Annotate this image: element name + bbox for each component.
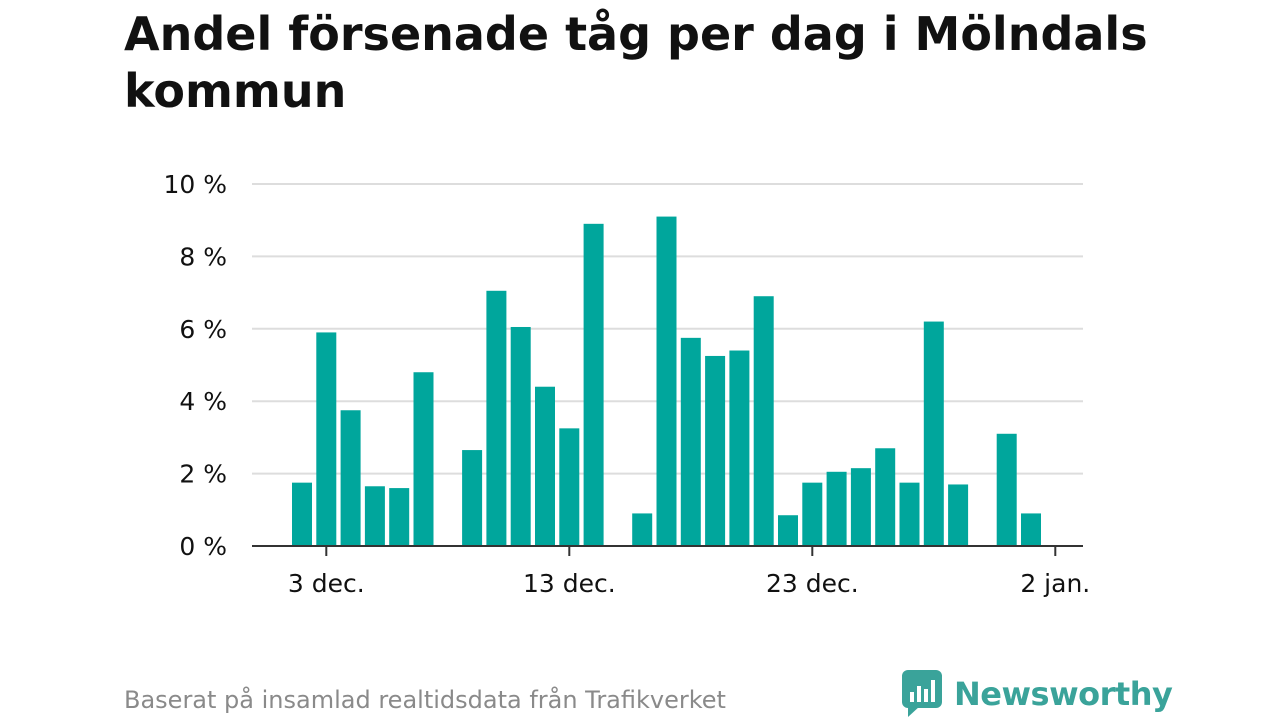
- bar: [510, 326, 531, 546]
- bar: [899, 482, 920, 546]
- newsworthy-chart-logo-icon: [902, 670, 942, 717]
- y-tick-label: 4 %: [179, 387, 227, 416]
- bar: [850, 468, 871, 546]
- bar: [316, 332, 337, 546]
- y-tick-label: 8 %: [179, 242, 227, 271]
- bar: [486, 290, 507, 546]
- source-caption: Baserat på insamlad realtidsdata från Tr…: [124, 686, 726, 714]
- y-tick-label: 0 %: [179, 532, 227, 561]
- bar: [923, 321, 944, 546]
- bar: [364, 486, 385, 546]
- bar: [875, 448, 896, 546]
- y-tick-label: 10 %: [163, 170, 227, 199]
- x-tick-label: 2 jan.: [1020, 569, 1090, 598]
- brand-logo[interactable]: Newsworthy: [902, 670, 1173, 718]
- bars: [292, 216, 1041, 546]
- x-tick-label: 23 dec.: [766, 569, 859, 598]
- chart-title: Andel försenade tåg per dag i Mölndals k…: [124, 7, 1148, 118]
- bar: [802, 482, 823, 546]
- bar: [778, 515, 798, 546]
- bar: [340, 410, 361, 546]
- bar: [729, 350, 750, 546]
- bar: [680, 337, 701, 546]
- x-axis: 3 dec. 13 dec. 23 dec. 2 jan.: [252, 545, 1090, 598]
- bar: [535, 386, 555, 546]
- bar: [583, 223, 604, 546]
- y-tick-label: 2 %: [179, 460, 227, 489]
- bar: [656, 216, 677, 546]
- y-tick-label: 6 %: [179, 315, 227, 344]
- bar: [462, 450, 483, 546]
- bar: [559, 428, 580, 546]
- bar: [948, 484, 969, 546]
- bar: [632, 513, 653, 546]
- y-axis-tick-labels: 0 % 2 % 4 % 6 % 8 % 10 %: [163, 170, 227, 561]
- bar: [996, 433, 1017, 546]
- x-tick-label: 3 dec.: [288, 569, 365, 598]
- bar: [705, 355, 726, 546]
- bar: [826, 471, 847, 546]
- bar: [1021, 513, 1041, 546]
- x-tick-label: 13 dec.: [523, 569, 616, 598]
- bar: [413, 372, 434, 546]
- bar: [292, 482, 312, 546]
- bar: [389, 488, 410, 546]
- brand-name: Newsworthy: [954, 675, 1173, 713]
- bar: [753, 296, 774, 546]
